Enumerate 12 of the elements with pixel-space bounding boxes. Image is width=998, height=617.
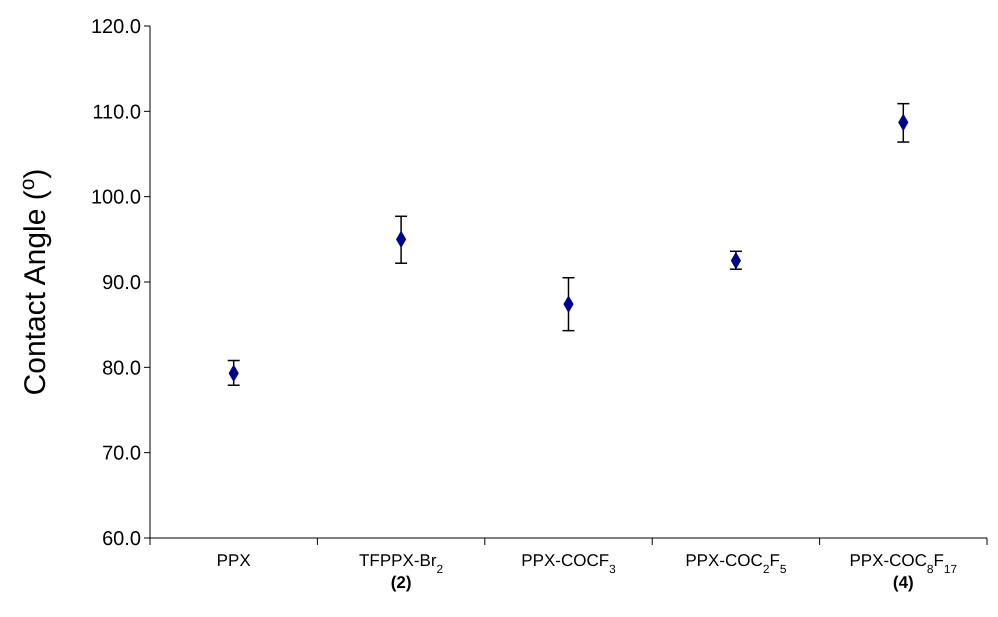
x-tick-label: PPX-COCF$_{3}$ xyxy=(521,551,616,576)
y-tick-label: 100.0 xyxy=(90,186,141,209)
x-tick-label: PPX-COC$_{2}$F$_{5}$ xyxy=(685,551,787,576)
y-tick-label: 90.0 xyxy=(102,272,141,294)
x-tick-label: PPX xyxy=(216,551,251,570)
y-tick-label: 80.0 xyxy=(102,357,141,380)
y-tick-label: 110.0 xyxy=(92,101,141,124)
y-tick-label: 120.0 xyxy=(90,16,141,38)
category-label: PPX-COC$_{8}$F$_{17}$ (4) xyxy=(849,551,958,592)
category-label: TFPPX-Br$_{2}$ (2) xyxy=(359,551,444,592)
y-tick-label: 60.0 xyxy=(102,528,141,550)
y-tick-label: 70.0 xyxy=(102,442,141,465)
